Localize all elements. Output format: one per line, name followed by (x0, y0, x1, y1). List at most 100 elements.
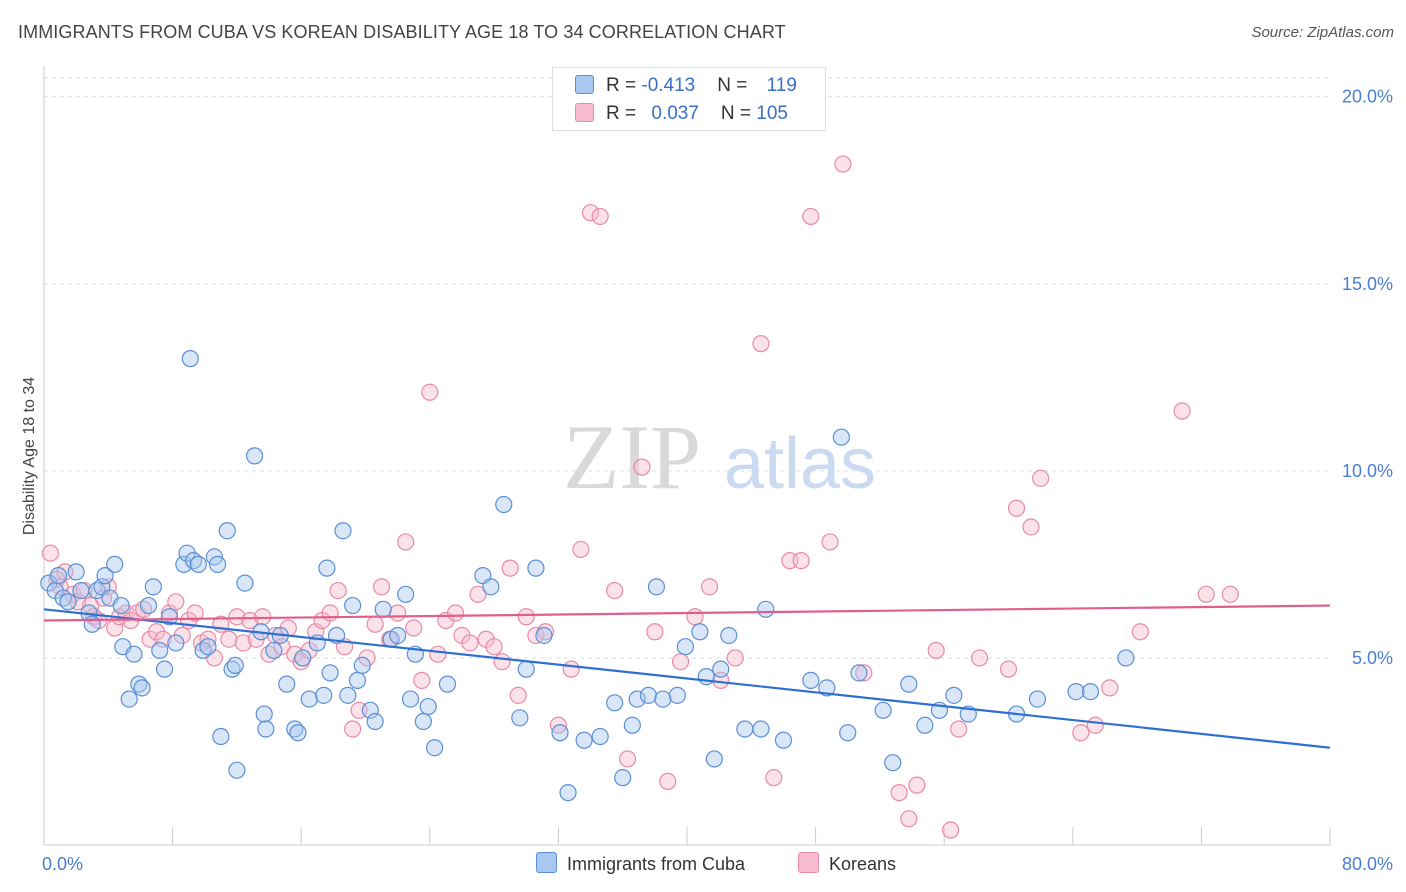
koreans-trend-line (43, 604, 1331, 622)
y-axis-title: Disability Age 18 to 34 (21, 377, 38, 535)
cuba-point (255, 705, 273, 723)
y-tick-label: 5.0% (1352, 648, 1393, 668)
korean-point (726, 649, 744, 667)
cuba-point (401, 690, 420, 708)
korean-point (421, 383, 439, 401)
korean-point (1032, 469, 1050, 487)
cuba-point (112, 596, 130, 615)
cuba-point (527, 559, 545, 577)
korean-point (220, 630, 238, 648)
legend-n-label: N = (720, 103, 757, 124)
korean-point (461, 634, 479, 652)
korean-point (1101, 679, 1119, 697)
korean-point (999, 660, 1018, 678)
cuba-point (511, 709, 529, 727)
korean-point (671, 653, 690, 671)
bottom-legend-swatch-pink (798, 852, 819, 873)
korean-point (1197, 585, 1215, 603)
cuba-point (438, 675, 457, 693)
legend-n-value: 105 (756, 103, 788, 124)
cuba-point (414, 712, 432, 731)
cuba-point (334, 522, 352, 540)
korean-point (234, 634, 252, 652)
korean-point (572, 540, 590, 559)
cuba-point (353, 656, 371, 675)
bottom-legend-swatch-blue (536, 852, 557, 873)
bottom-legend-label: Koreans (829, 854, 897, 874)
cuba-point (495, 495, 513, 514)
cuba-point (818, 679, 836, 697)
cuba-point (49, 567, 68, 585)
cuba-point (257, 720, 275, 738)
y-tick-labels: 5.0% 10.0% 15.0% 20.0% (1342, 87, 1393, 668)
korean-point (154, 630, 172, 648)
korean-point (517, 608, 535, 626)
cuba-point (802, 671, 820, 689)
korean-point (618, 750, 637, 768)
korean-point (501, 559, 519, 577)
cuba-point (559, 784, 577, 802)
cuba-point (315, 686, 333, 704)
cuba-point (752, 720, 770, 738)
cuba-point (850, 664, 868, 682)
korean-point (606, 581, 624, 600)
cuba-point (1067, 682, 1085, 701)
cuba-point (374, 600, 392, 618)
cuba-point (1117, 649, 1135, 667)
cuba-point (120, 690, 138, 708)
cuba-point (647, 578, 666, 596)
cuba-point (916, 716, 934, 734)
cuba-point (125, 645, 143, 663)
korean-point (372, 578, 391, 596)
legend-row-koreans: R = 0.037 N = 105 (575, 101, 788, 127)
korean-point (581, 204, 600, 222)
cuba-point (189, 555, 207, 573)
korean-point (344, 720, 362, 738)
source-label: Source: ZipAtlas.com (1251, 24, 1394, 41)
cuba-trend-line (43, 608, 1331, 749)
korean-point (942, 821, 960, 839)
cuba-point (278, 675, 296, 693)
cuba-point (832, 428, 850, 446)
watermark-zip: ZIP (563, 406, 701, 508)
cuba-point (517, 660, 535, 678)
cuba-point (389, 626, 407, 645)
cuba-point (199, 638, 217, 656)
cuba-point (736, 720, 754, 738)
cuba-point (155, 660, 174, 678)
cuba-point (321, 664, 339, 682)
cuba-point (639, 686, 658, 704)
y-tick-label: 10.0% (1342, 461, 1393, 481)
korean-point (646, 623, 664, 641)
korean-point (446, 604, 465, 622)
korean-point (970, 649, 989, 667)
cuba-point (628, 690, 646, 708)
korean-point (186, 604, 204, 622)
bottom-legend-koreans: Koreans (798, 852, 896, 875)
cuba-point (72, 581, 90, 600)
korean-point (1131, 623, 1149, 641)
cuba-point (884, 754, 902, 772)
legend-r-label: R = (606, 75, 642, 96)
bottom-legend-cuba: Immigrants from Cuba (536, 852, 745, 875)
legend-n-value: 119 (766, 75, 797, 96)
cuba-point (289, 724, 307, 742)
cuba-point (397, 585, 415, 603)
korean-point (686, 608, 704, 626)
legend-n-label: N = (717, 75, 753, 96)
cuba-point (106, 555, 124, 573)
korean-point (41, 544, 60, 562)
x-tick-label-min: 0.0% (42, 854, 83, 874)
cuba-point (712, 660, 730, 678)
bottom-legend-label: Immigrants from Cuba (567, 854, 746, 874)
cuba-point (691, 623, 709, 641)
cuba-point (482, 578, 500, 596)
cuba-point (67, 563, 85, 581)
cuba-point (175, 555, 193, 573)
korean-point (493, 653, 511, 671)
cuba-point (318, 559, 336, 577)
korean-point (1173, 402, 1191, 420)
cuba-point (551, 724, 569, 742)
cuba-point (96, 567, 114, 585)
